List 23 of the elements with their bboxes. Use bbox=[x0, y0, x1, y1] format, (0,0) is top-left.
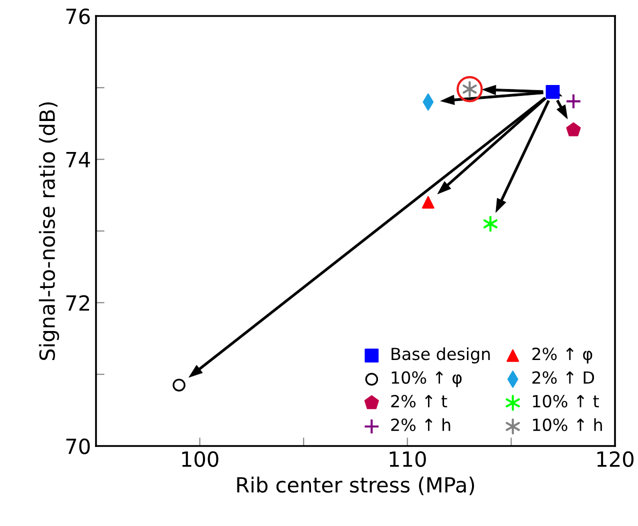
y-axis-title: Signal-to-noise ratio (dB) bbox=[38, 102, 60, 360]
legend-label: 2% ↑ t bbox=[391, 394, 448, 408]
x-tick-label: 120 bbox=[597, 451, 634, 467]
legend-label: 10% ↑ h bbox=[532, 418, 602, 432]
y-tick-label: 70 bbox=[66, 438, 90, 454]
x-axis-title: Rib center stress (MPa) bbox=[237, 476, 474, 496]
point bbox=[483, 216, 498, 232]
x-tick-label: 110 bbox=[390, 451, 426, 467]
legend-label: 2% ↑ h bbox=[391, 418, 450, 432]
legend-label: 2% ↑ φ bbox=[532, 348, 592, 364]
y-tick-label: 72 bbox=[66, 295, 90, 311]
x-tick-label: 100 bbox=[182, 451, 218, 467]
y-tick-label: 74 bbox=[66, 152, 90, 168]
y-tick-label: 76 bbox=[66, 8, 90, 24]
legend-label: Base design bbox=[392, 347, 490, 364]
point bbox=[172, 378, 186, 392]
point bbox=[422, 196, 434, 209]
point bbox=[546, 85, 560, 99]
point bbox=[566, 122, 581, 136]
legend-label: 2% ↑ D bbox=[532, 371, 594, 384]
legend-label: 10% ↑ t bbox=[532, 394, 599, 408]
legend-label: 10% ↑ φ bbox=[392, 371, 462, 388]
point bbox=[565, 93, 582, 110]
